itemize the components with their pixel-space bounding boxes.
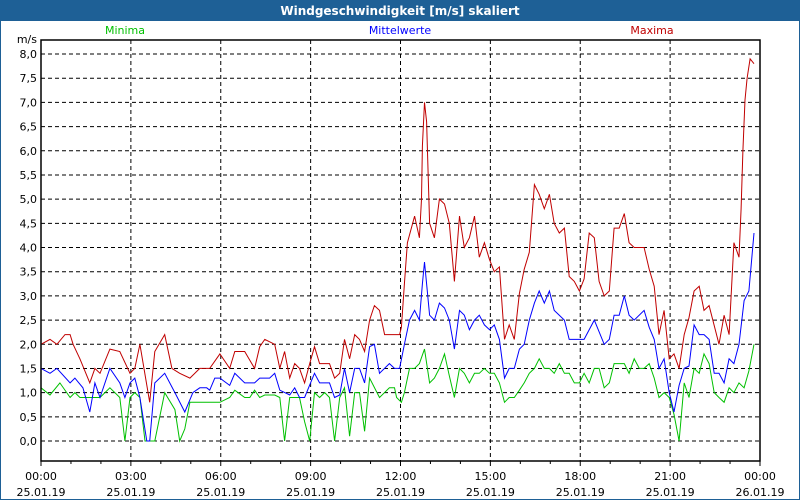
y-tick-label: 0,5 [20, 411, 38, 424]
x-tick-date: 25.01.19 [466, 486, 515, 499]
y-tick-label: 4,5 [20, 217, 38, 230]
y-tick-label: 6,0 [20, 145, 38, 158]
y-tick-label: 8,0 [20, 48, 38, 61]
x-tick-date: 26.01.19 [736, 486, 785, 499]
legend-minima: Minima [105, 24, 145, 37]
x-tick-date: 25.01.19 [286, 486, 335, 499]
x-tick-time: 06:00 [205, 470, 237, 483]
series-line-minima [40, 344, 755, 443]
y-tick-label: 4,0 [20, 242, 38, 255]
y-tick-label: 1,0 [20, 387, 38, 400]
y-tick-label: 1,5 [20, 362, 38, 375]
x-tick-time: 09:00 [295, 470, 327, 483]
y-tick-label: 5,0 [20, 193, 38, 206]
y-tick-label: 5,5 [20, 169, 38, 182]
legend: Minima Mittelwerte Maxima [105, 24, 674, 37]
axes: 0,0 0,5 1,0 1,5 2,0 2,5 3,0 3,5 4,0 4,5 5,0 5,5 6,0 6… [17, 48, 785, 499]
y-tick-label: 6,5 [20, 121, 38, 134]
x-tick-date: 25.01.19 [646, 486, 695, 499]
grid [41, 40, 760, 461]
y-tick-label: 3,0 [20, 290, 38, 303]
y-tick-label: 7,0 [20, 96, 38, 109]
x-tick-time: 03:00 [115, 470, 147, 483]
x-tick-date: 25.01.19 [17, 486, 66, 499]
x-tick-date: 25.01.19 [196, 486, 245, 499]
series-lines [40, 57, 755, 443]
y-tick-label: 0,0 [20, 435, 38, 448]
legend-maxima: Maxima [630, 24, 673, 37]
x-tick-time: 00:00 [744, 470, 776, 483]
window-title: Windgeschwindigkeit [m/s] skaliert [1, 1, 799, 21]
x-tick-date: 25.01.19 [376, 486, 425, 499]
x-tick-time: 18:00 [564, 470, 596, 483]
series-line-mittelwerte [40, 232, 755, 442]
y-tick-label: 2,0 [20, 338, 38, 351]
series-line-maxima [40, 57, 755, 403]
x-tick-time: 21:00 [654, 470, 686, 483]
y-tick-label: 2,5 [20, 314, 38, 327]
x-tick-time: 12:00 [385, 470, 417, 483]
y-axis-unit: m/s [17, 33, 37, 46]
x-tick-date: 25.01.19 [556, 486, 605, 499]
x-tick-time: 15:00 [475, 470, 507, 483]
y-tick-label: 7,5 [20, 72, 38, 85]
legend-mittelwerte: Mittelwerte [369, 24, 432, 37]
y-tick-label: 3,5 [20, 266, 38, 279]
x-tick-time: 00:00 [25, 470, 57, 483]
x-tick-date: 25.01.19 [106, 486, 155, 499]
